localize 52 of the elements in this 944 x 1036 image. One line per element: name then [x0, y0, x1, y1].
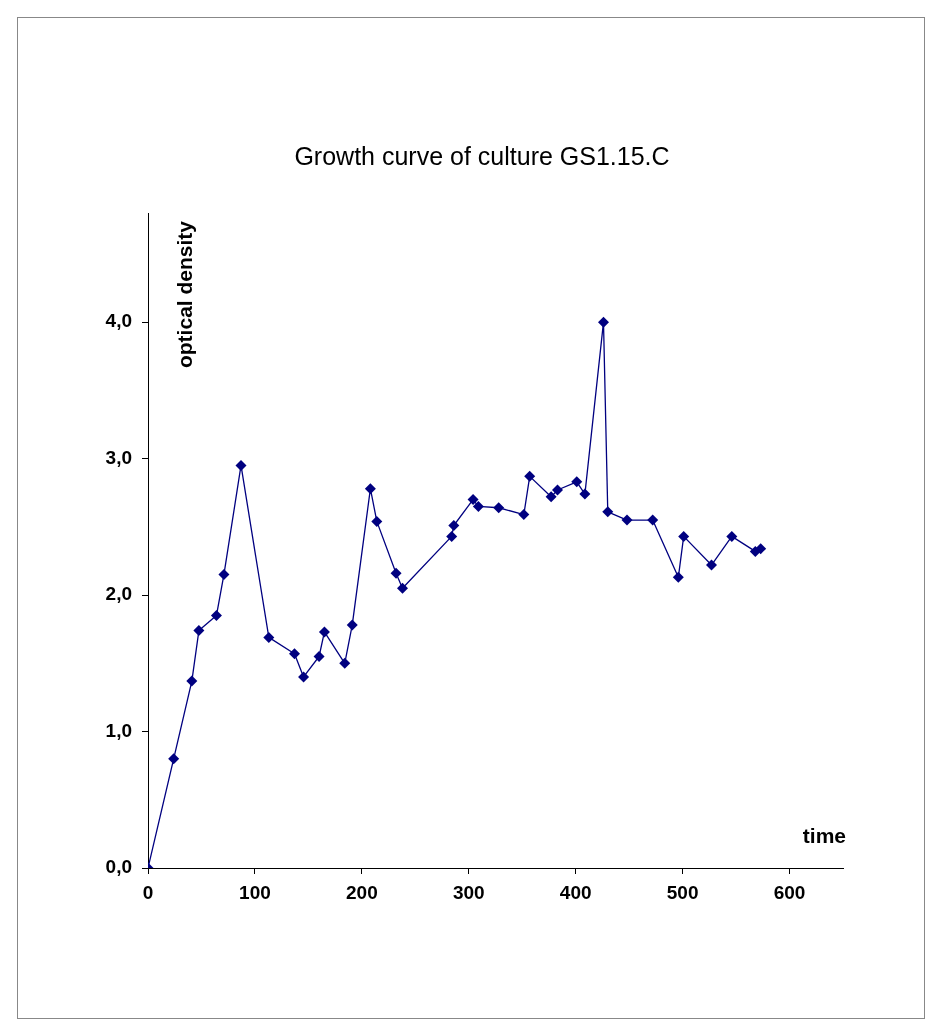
point — [518, 509, 530, 521]
point — [545, 491, 557, 503]
x-tick-label: 0 — [142, 881, 154, 903]
x-axis-title: time — [802, 824, 846, 848]
x-tick-label: 600 — [773, 881, 806, 903]
point — [755, 543, 767, 555]
point — [313, 650, 325, 662]
y-tick-label: 0,0 — [105, 856, 132, 878]
x-tick-label: 200 — [345, 881, 378, 903]
point — [210, 610, 222, 622]
point — [235, 459, 247, 471]
y-axis-title: optical density — [172, 220, 196, 369]
point — [621, 514, 633, 526]
point — [263, 631, 275, 643]
point — [396, 582, 408, 594]
y-tick-label: 2,0 — [105, 583, 132, 605]
point — [493, 502, 505, 514]
point — [467, 494, 479, 506]
point — [524, 470, 536, 482]
x-tick-label: 300 — [452, 881, 485, 903]
point — [318, 626, 330, 638]
x-tick-label: 100 — [239, 881, 271, 903]
point — [186, 675, 198, 687]
point — [602, 506, 614, 518]
point — [647, 514, 659, 526]
point — [339, 657, 351, 669]
y-tick-label: 1,0 — [105, 719, 132, 741]
point — [448, 519, 460, 531]
point — [472, 500, 484, 512]
point — [288, 648, 300, 660]
point — [218, 569, 230, 581]
point — [346, 619, 358, 631]
y-tick-label: 4,0 — [105, 310, 132, 332]
point — [678, 530, 690, 542]
point — [552, 484, 564, 496]
point — [672, 571, 684, 583]
chart-title: Growth curve of culture GS1.15.C — [294, 141, 670, 170]
point — [597, 316, 609, 328]
point — [579, 488, 591, 500]
x-tick-label: 400 — [559, 881, 592, 903]
x-tick-label: 500 — [666, 881, 699, 903]
point — [371, 515, 383, 527]
point — [193, 625, 205, 637]
point — [726, 530, 738, 542]
point — [168, 753, 180, 765]
y-tick-label: 3,0 — [105, 446, 132, 468]
point — [364, 483, 376, 495]
point — [571, 476, 583, 488]
point — [705, 559, 717, 571]
point — [390, 567, 402, 579]
point — [446, 530, 458, 542]
point — [298, 671, 310, 683]
